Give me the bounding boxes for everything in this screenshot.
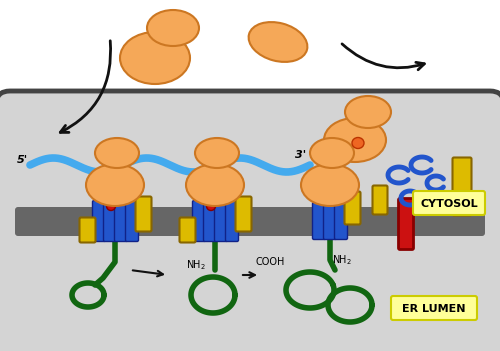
- Text: NH$_2$: NH$_2$: [186, 258, 206, 272]
- Ellipse shape: [301, 164, 359, 206]
- Text: 5': 5': [17, 155, 28, 165]
- FancyBboxPatch shape: [344, 192, 360, 225]
- Ellipse shape: [324, 118, 386, 162]
- Ellipse shape: [345, 96, 391, 128]
- Ellipse shape: [120, 32, 190, 84]
- FancyBboxPatch shape: [214, 200, 228, 241]
- FancyBboxPatch shape: [192, 200, 205, 241]
- Ellipse shape: [352, 138, 364, 148]
- Ellipse shape: [186, 164, 244, 206]
- FancyBboxPatch shape: [110, 159, 121, 183]
- Ellipse shape: [95, 138, 139, 168]
- FancyBboxPatch shape: [92, 200, 106, 241]
- Ellipse shape: [206, 201, 216, 211]
- FancyBboxPatch shape: [398, 199, 413, 250]
- Ellipse shape: [147, 10, 199, 46]
- FancyBboxPatch shape: [210, 159, 221, 183]
- FancyBboxPatch shape: [334, 203, 347, 239]
- FancyBboxPatch shape: [204, 200, 216, 241]
- FancyBboxPatch shape: [236, 197, 252, 232]
- FancyBboxPatch shape: [0, 91, 500, 351]
- FancyBboxPatch shape: [372, 185, 388, 214]
- FancyBboxPatch shape: [391, 296, 477, 320]
- FancyBboxPatch shape: [104, 200, 117, 241]
- Ellipse shape: [310, 138, 354, 168]
- FancyBboxPatch shape: [15, 207, 485, 236]
- Text: NH$_2$: NH$_2$: [332, 253, 352, 267]
- FancyBboxPatch shape: [452, 158, 471, 216]
- FancyBboxPatch shape: [114, 200, 128, 241]
- FancyBboxPatch shape: [312, 203, 326, 239]
- Text: 3': 3': [295, 150, 306, 160]
- FancyBboxPatch shape: [80, 218, 96, 243]
- FancyBboxPatch shape: [136, 197, 152, 232]
- FancyBboxPatch shape: [126, 200, 138, 241]
- Text: COOH: COOH: [256, 257, 284, 267]
- FancyBboxPatch shape: [324, 203, 336, 239]
- Ellipse shape: [106, 201, 116, 211]
- FancyBboxPatch shape: [413, 191, 485, 215]
- FancyBboxPatch shape: [226, 200, 238, 241]
- Ellipse shape: [86, 164, 144, 206]
- Ellipse shape: [248, 22, 308, 62]
- Ellipse shape: [195, 138, 239, 168]
- FancyBboxPatch shape: [180, 218, 196, 243]
- Text: CYTOSOL: CYTOSOL: [420, 199, 478, 209]
- Text: ER LUMEN: ER LUMEN: [402, 304, 466, 314]
